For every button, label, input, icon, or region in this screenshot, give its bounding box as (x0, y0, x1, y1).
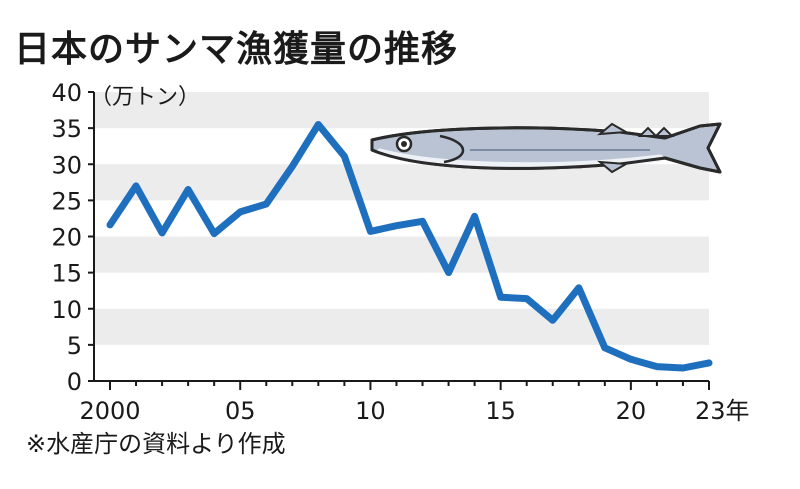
x-tick-label: 2000 (79, 397, 140, 425)
band-25-30 (94, 164, 709, 201)
data-point-2020 (627, 356, 634, 363)
band-15-20 (94, 236, 709, 273)
x-tick-label: 20 (616, 397, 647, 425)
data-point-2006 (263, 200, 270, 207)
data-point-2022 (679, 364, 686, 371)
y-tick-label: 0 (67, 368, 82, 396)
data-point-2023 (706, 359, 712, 366)
data-point-2003 (185, 186, 192, 193)
data-point-2007 (289, 163, 296, 170)
y-tick-label: 30 (51, 151, 82, 179)
data-point-2021 (653, 363, 660, 370)
saury-fish-illustration (370, 122, 722, 174)
series-points (107, 121, 712, 371)
data-point-2005 (237, 208, 244, 215)
band-5-10 (94, 308, 709, 345)
y-unit-label: （万トン） (90, 85, 200, 110)
data-point-2016 (523, 295, 530, 302)
y-tick-label: 40 (51, 79, 82, 107)
data-point-2014 (471, 213, 478, 220)
data-point-2008 (315, 121, 322, 128)
x-tick-label: 23年 (695, 397, 750, 425)
y-tick-label: 25 (51, 187, 82, 215)
data-point-2017 (549, 317, 556, 324)
x-tick-label: 15 (485, 397, 516, 425)
chart-title: 日本のサンマ漁獲量の推移 (14, 29, 459, 70)
data-point-2019 (601, 344, 608, 351)
y-tick-label: 15 (51, 260, 82, 288)
data-point-2018 (575, 284, 582, 291)
data-point-2015 (497, 294, 504, 301)
x-tick-label: 10 (355, 397, 386, 425)
data-point-2011 (393, 222, 400, 229)
data-point-2010 (367, 228, 374, 235)
y-axis: 0 5 10 15 20 25 30 35 40 (51, 79, 95, 396)
y-tick-label: 5 (67, 332, 82, 360)
data-point-2004 (211, 230, 218, 237)
y-tick-label: 35 (51, 115, 82, 143)
x-tick-label: 05 (225, 397, 256, 425)
data-point-2000 (107, 221, 113, 228)
band-35-40 (94, 92, 709, 129)
data-point-2001 (133, 182, 140, 189)
data-point-2002 (159, 229, 166, 236)
y-tick-label: 10 (51, 296, 82, 324)
y-tick-label: 20 (51, 224, 82, 252)
background-bands (94, 92, 709, 345)
x-axis: 2000 05 10 15 20 23年 (79, 380, 750, 425)
data-point-2013 (445, 269, 452, 276)
series-line (106, 121, 713, 372)
source-note: ※水産庁の資料より作成 (26, 430, 286, 458)
data-point-2009 (341, 153, 348, 160)
data-point-2012 (419, 218, 426, 225)
